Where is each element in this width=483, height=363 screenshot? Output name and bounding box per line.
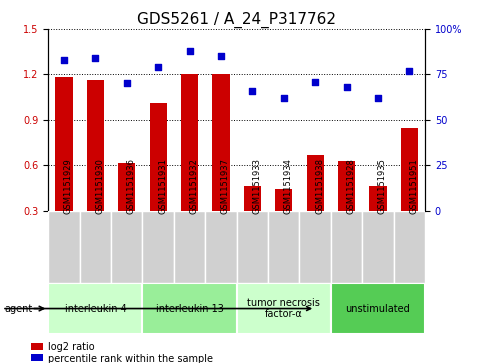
Text: log2 ratio: log2 ratio <box>48 342 95 352</box>
Text: GSM1151938: GSM1151938 <box>315 158 324 214</box>
Text: interleukin 13: interleukin 13 <box>156 303 224 314</box>
Bar <box>369 185 386 211</box>
Bar <box>87 80 104 211</box>
Text: tumor necrosis
factor-α: tumor necrosis factor-α <box>247 298 320 319</box>
Bar <box>48 283 142 334</box>
Text: GSM1151934: GSM1151934 <box>284 158 293 214</box>
Bar <box>268 211 299 283</box>
Text: GSM1151933: GSM1151933 <box>253 158 261 214</box>
Bar <box>331 283 425 334</box>
Text: agent: agent <box>5 303 33 314</box>
Bar <box>331 211 362 283</box>
Point <box>312 79 319 85</box>
Bar <box>174 211 205 283</box>
Bar <box>205 211 237 283</box>
Bar <box>275 189 292 211</box>
Text: GSM1151951: GSM1151951 <box>410 158 418 214</box>
Text: interleukin 4: interleukin 4 <box>65 303 126 314</box>
Text: GSM1151928: GSM1151928 <box>347 158 355 214</box>
Bar <box>244 185 261 211</box>
Point <box>249 88 256 94</box>
Bar <box>394 211 425 283</box>
Bar <box>237 283 331 334</box>
Bar <box>142 283 237 334</box>
Point <box>92 55 99 61</box>
Point <box>123 81 131 86</box>
Bar <box>213 74 229 211</box>
Bar <box>299 211 331 283</box>
Point <box>155 64 162 70</box>
Bar <box>307 155 324 211</box>
Bar <box>362 211 394 283</box>
Point <box>280 95 288 101</box>
Text: agent: agent <box>0 303 311 314</box>
Bar <box>237 211 268 283</box>
Point <box>186 48 194 54</box>
Point <box>60 57 68 63</box>
Bar <box>150 103 167 211</box>
Point <box>343 84 351 90</box>
Point <box>406 68 413 74</box>
Bar <box>56 77 72 211</box>
Text: GSM1151932: GSM1151932 <box>189 158 199 214</box>
Text: GSM1151929: GSM1151929 <box>64 158 73 214</box>
Bar <box>401 128 418 211</box>
Text: percentile rank within the sample: percentile rank within the sample <box>48 354 213 363</box>
Bar <box>48 211 80 283</box>
Bar <box>142 211 174 283</box>
Bar <box>181 74 198 211</box>
Bar <box>118 163 135 211</box>
Text: GSM1151937: GSM1151937 <box>221 158 230 214</box>
Text: GSM1151931: GSM1151931 <box>158 158 167 214</box>
Bar <box>111 211 142 283</box>
Text: GSM1151935: GSM1151935 <box>378 158 387 214</box>
Text: unstimulated: unstimulated <box>345 303 411 314</box>
Bar <box>338 162 355 211</box>
Title: GDS5261 / A_24_P317762: GDS5261 / A_24_P317762 <box>137 12 336 28</box>
Bar <box>80 211 111 283</box>
Text: GSM1151936: GSM1151936 <box>127 158 136 214</box>
Point <box>217 53 225 59</box>
Text: GSM1151930: GSM1151930 <box>96 158 104 214</box>
Point <box>374 95 382 101</box>
